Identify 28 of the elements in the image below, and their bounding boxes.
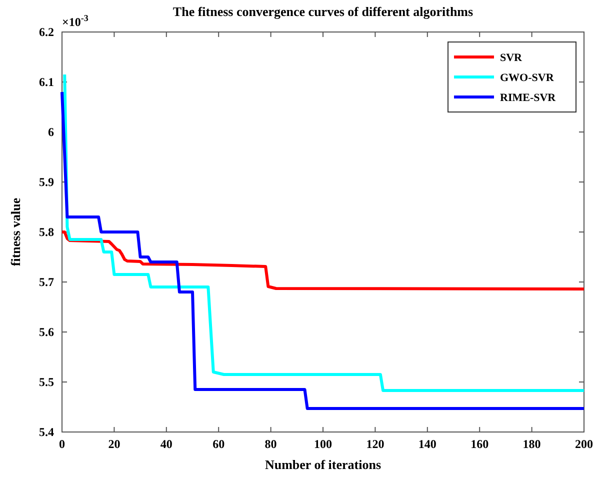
x-tick-label: 180 — [522, 437, 541, 451]
x-tick-label: 60 — [212, 437, 225, 451]
y-tick-label: 5.6 — [39, 325, 54, 339]
legend-label: RIME-SVR — [500, 92, 557, 104]
chart-title: The fitness convergence curves of different algorithms — [172, 4, 474, 19]
legend-label: GWO-SVR — [500, 72, 555, 84]
y-tick-label: 5.4 — [39, 425, 54, 439]
x-tick-label: 0 — [59, 437, 65, 451]
x-tick-label: 20 — [108, 437, 120, 451]
x-tick-label: 100 — [314, 437, 332, 451]
y-tick-label: 5.7 — [39, 275, 54, 289]
text: ×10$^{-3}$ — [62, 13, 89, 29]
x-axis-title: Number of iterations — [264, 457, 382, 472]
legend-label: SVR — [500, 52, 524, 64]
x-tick-label: 120 — [366, 437, 384, 451]
y-tick-label: 6.1 — [39, 75, 54, 89]
y-axis-title: fitness value — [8, 198, 23, 266]
y-tick-label: 5.5 — [39, 375, 54, 389]
line-series — [60, 230, 586, 290]
x-tick-label: 200 — [575, 437, 593, 451]
x-tick-label: 140 — [418, 437, 436, 451]
y-tick-label: 6 — [48, 125, 54, 139]
y-tick-label: 5.8 — [39, 225, 54, 239]
y-tick-label: 5.9 — [39, 175, 54, 189]
y-tick-label: 6.2 — [39, 25, 54, 39]
x-tick-label: 40 — [160, 437, 172, 451]
x-tick-label: 160 — [470, 437, 489, 451]
x-tick-label: 80 — [264, 437, 277, 451]
